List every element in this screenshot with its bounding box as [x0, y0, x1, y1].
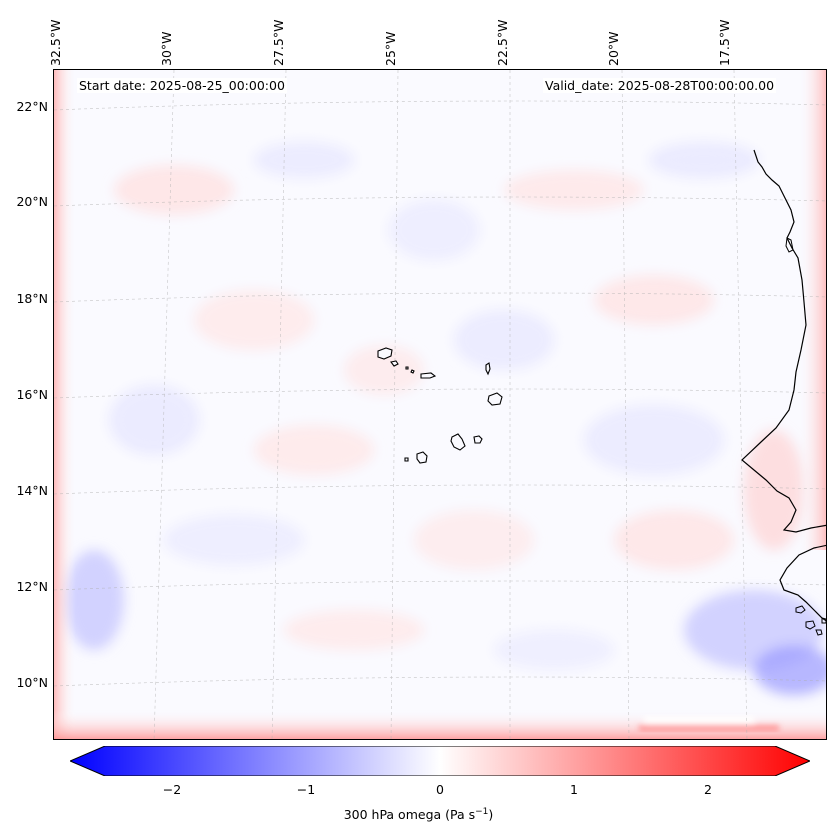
lon-label-27-5w: 27.5°W	[271, 19, 286, 66]
colorbar-tick-minus2: −2	[162, 782, 182, 797]
map-panel	[53, 69, 827, 740]
lat-label-14n: 14°N	[16, 483, 48, 498]
colorbar-tick-minus1: −1	[296, 782, 316, 797]
colorbar-tick-0: 0	[436, 782, 444, 797]
coast-detail	[785, 237, 794, 253]
lat-label-12n: 12°N	[16, 579, 48, 594]
lat-label-16n: 16°N	[16, 387, 48, 402]
start-date-label: Start date: 2025-08-25_00:00:00	[77, 78, 287, 93]
graticule	[54, 70, 826, 739]
lon-label-25w: 25°W	[383, 31, 398, 66]
bijagos-islands	[795, 605, 826, 636]
lat-label-20n: 20°N	[16, 194, 48, 209]
lon-label-30w: 30°W	[159, 31, 174, 66]
cape-verde-islands	[377, 347, 503, 464]
lon-label-32-5w: 32.5°W	[48, 19, 63, 66]
lon-label-20w: 20°W	[606, 31, 621, 66]
colorbar-tick-2: 2	[704, 782, 712, 797]
lat-label-10n: 10°N	[16, 675, 48, 690]
africa-coastline	[741, 149, 826, 533]
omega-field	[64, 142, 826, 695]
colorbar	[70, 746, 810, 776]
right-edge-band	[798, 70, 826, 550]
lat-label-22n: 22°N	[16, 99, 48, 114]
bottom-edge-band	[54, 710, 826, 739]
colorbar-label: 300 hPa omega (Pa s−1)	[343, 807, 494, 823]
map-canvas	[54, 70, 826, 739]
colorbar-tick-1: 1	[570, 782, 578, 797]
lon-label-22-5w: 22.5°W	[495, 19, 510, 66]
valid-date-label: Valid_date: 2025-08-28T00:00:00.00	[543, 78, 777, 93]
colorbar-gradient	[70, 746, 810, 776]
left-edge-band	[54, 70, 76, 739]
lon-label-17-5w: 17.5°W	[717, 19, 732, 66]
guinea-coastline	[779, 544, 826, 622]
lat-label-18n: 18°N	[16, 291, 48, 306]
